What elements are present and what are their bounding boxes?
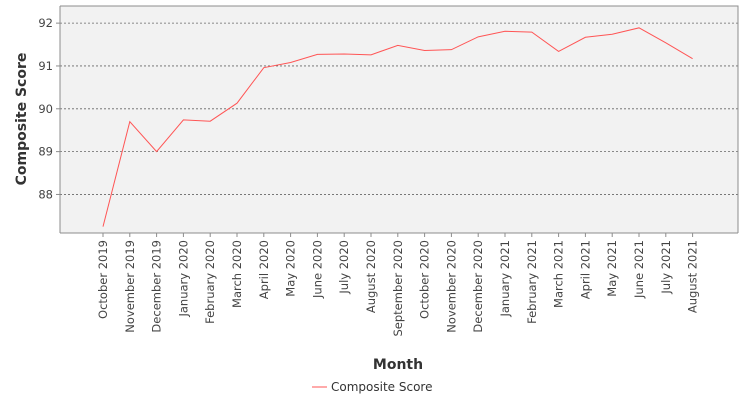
- x-tick-label-17: March 2021: [552, 240, 566, 308]
- legend-label: Composite Score: [331, 380, 432, 394]
- x-tick-label-21: July 2021: [659, 240, 673, 295]
- x-tick-label-10: August 2020: [364, 240, 378, 313]
- y-tick-label-4: 92: [38, 16, 53, 30]
- x-tick-label-22: August 2021: [686, 240, 700, 313]
- x-tick-label-9: July 2020: [337, 240, 351, 295]
- y-tick-label-2: 90: [38, 102, 53, 116]
- x-tick-label-19: May 2021: [605, 240, 619, 297]
- x-tick-label-11: September 2020: [391, 240, 405, 337]
- y-tick-label-1: 89: [38, 145, 53, 159]
- legend: Composite Score: [312, 380, 432, 394]
- gridlines: [60, 22, 738, 195]
- x-tick-label-18: April 2021: [578, 240, 592, 299]
- series-layer: [102, 27, 693, 227]
- y-axis-title: Composite Score: [14, 53, 30, 186]
- x-tick-label-4: February 2020: [203, 240, 217, 324]
- x-tick-label-15: January 2021: [498, 240, 512, 318]
- x-tick-label-12: October 2020: [418, 240, 432, 319]
- y-ticks: 88 89 90 91 92: [38, 16, 60, 201]
- x-ticks: October 2019 November 2019 December 2019 Ja…: [96, 233, 700, 337]
- x-tick-label-7: May 2020: [284, 240, 298, 297]
- x-tick-label-6: April 2020: [257, 240, 271, 299]
- x-tick-label-1: November 2019: [123, 240, 137, 333]
- plot-background: [60, 6, 738, 233]
- x-tick-label-8: June 2020: [310, 240, 324, 299]
- x-tick-label-16: February 2021: [525, 240, 539, 324]
- series-line-0: [102, 27, 693, 227]
- x-tick-label-2: December 2019: [150, 240, 164, 333]
- x-tick-label-5: March 2020: [230, 240, 244, 308]
- x-tick-label-3: January 2020: [176, 240, 190, 318]
- x-tick-label-14: December 2020: [471, 240, 485, 333]
- x-tick-label-0: October 2019: [96, 240, 110, 319]
- x-axis-title: Month: [373, 357, 423, 373]
- y-tick-label-3: 91: [38, 59, 53, 73]
- plot-top-border: [60, 5, 739, 233]
- x-tick-label-20: June 2021: [632, 240, 646, 299]
- y-tick-label-0: 88: [38, 187, 53, 201]
- axes: [59, 6, 738, 234]
- x-tick-label-13: November 2020: [444, 240, 458, 333]
